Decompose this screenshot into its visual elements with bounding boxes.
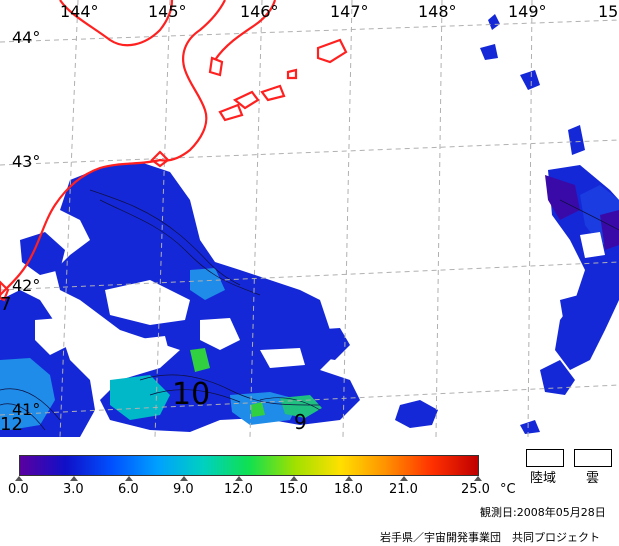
- lon-label-144: 144°: [60, 2, 99, 21]
- temperature-colorbar: [19, 455, 479, 476]
- colorbar-unit: °C: [500, 482, 516, 497]
- contour-label-10: 10: [172, 377, 211, 412]
- land-legend-label: 陸域: [530, 471, 557, 486]
- sst-warm-zones: [0, 268, 322, 430]
- colorbar-tick-label: 25.0: [461, 482, 490, 497]
- lon-label-148: 148°: [418, 2, 457, 21]
- colorbar-tick: [180, 476, 188, 481]
- colorbar-tick: [235, 476, 243, 481]
- colorbar-tick-label: 21.0: [389, 482, 418, 497]
- colorbar-tick-label: 3.0: [63, 482, 84, 497]
- colorbar-tick: [400, 476, 408, 481]
- lat-label-43: 43°: [12, 152, 41, 171]
- lat-label-44: 44°: [12, 28, 41, 47]
- cloud-gaps: [35, 232, 605, 368]
- colorbar-tick-label: 15.0: [279, 482, 308, 497]
- land-legend-swatch: [526, 449, 564, 467]
- isotherm-contours: [0, 189, 619, 431]
- colorbar-tick: [345, 476, 353, 481]
- contour-label-12: 12: [0, 414, 23, 435]
- colorbar-tick-label: 12.0: [224, 482, 253, 497]
- colorbar-tick: [125, 476, 133, 481]
- lat-label-41: 41°: [12, 400, 41, 419]
- lon-label-146: 146°: [240, 2, 279, 21]
- contour-label-7: 7: [0, 294, 12, 315]
- colorbar-tick-label: 9.0: [173, 482, 194, 497]
- graticule: [0, 0, 619, 437]
- colorbar-tick-label: 18.0: [334, 482, 363, 497]
- colorbar-tick: [15, 476, 23, 481]
- colorbar-tick-label: 0.0: [8, 482, 29, 497]
- map-canvas: [0, 0, 619, 437]
- observation-date: 観測日:2008年05月28日: [480, 506, 606, 519]
- colorbar-tick: [474, 476, 482, 481]
- colorbar-tick: [290, 476, 298, 481]
- colorbar-tick: [70, 476, 78, 481]
- contour-label-9: 9: [294, 410, 307, 434]
- lat-label-42: 42°: [12, 276, 41, 295]
- coastline: [0, 0, 348, 302]
- sea-surface-temperature-map: [0, 0, 619, 437]
- lon-label-150: 15: [598, 2, 619, 21]
- lon-label-145: 145°: [148, 2, 187, 21]
- lon-label-147: 147°: [330, 2, 369, 21]
- cloud-legend-swatch: [574, 449, 612, 467]
- lon-label-149: 149°: [508, 2, 547, 21]
- project-credit: 岩手県／宇宙開発事業団 共同プロジェクト: [380, 531, 600, 544]
- colorbar-tick-label: 6.0: [118, 482, 139, 497]
- cloud-legend-label: 雲: [586, 471, 600, 486]
